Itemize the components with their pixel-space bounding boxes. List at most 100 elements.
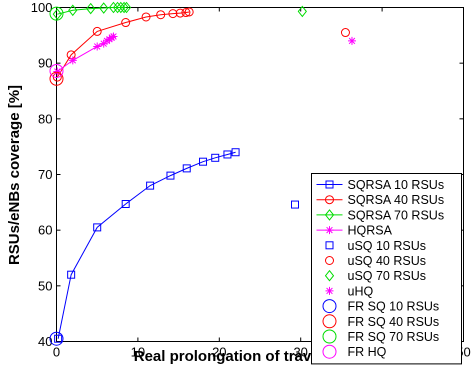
data-point xyxy=(166,171,175,180)
data-point xyxy=(325,241,334,250)
data-point xyxy=(54,334,63,343)
x-tick-label: 0 xyxy=(53,345,60,360)
data-point xyxy=(223,150,232,159)
data-point xyxy=(108,1,119,14)
data-point xyxy=(52,8,62,20)
legend-item: SQRSA 70 RSUs xyxy=(316,208,445,222)
data-point xyxy=(184,7,194,17)
x-tick-label: 10 xyxy=(131,345,145,360)
legend-box xyxy=(311,173,462,365)
y-tick-label: 60 xyxy=(38,223,52,238)
legend-item: uSQ 40 RSUs xyxy=(325,254,426,268)
series-3 xyxy=(53,32,118,76)
data-point xyxy=(322,314,337,329)
data-point xyxy=(325,286,334,295)
x-tick-label: 20 xyxy=(212,345,226,360)
legend-item: FR SQ 10 RSUs xyxy=(322,299,440,314)
legend-label: SQRSA 70 RSUs xyxy=(348,208,445,222)
legend-item: SQRSA 40 RSUs xyxy=(316,193,445,207)
data-point xyxy=(99,39,108,48)
data-point xyxy=(102,36,111,45)
data-point xyxy=(182,164,191,173)
data-point xyxy=(231,148,240,157)
legend-item: uHQ xyxy=(325,284,374,298)
series-9 xyxy=(49,71,64,86)
data-point xyxy=(347,36,356,45)
series-line xyxy=(57,151,236,339)
legend-label: SQRSA 40 RSUs xyxy=(348,193,445,207)
data-point xyxy=(105,35,114,44)
legend-item: HQRSA xyxy=(316,224,393,238)
data-point xyxy=(324,209,335,221)
x-tick-label: 30 xyxy=(293,345,307,360)
y-tick-label: 40 xyxy=(38,334,52,349)
legend-label: FR SQ 40 RSUs xyxy=(348,315,440,329)
legend-item: SQRSA 10 RSUs xyxy=(316,178,444,192)
data-point xyxy=(181,8,191,18)
data-point xyxy=(322,344,337,359)
legend-label: FR HQ xyxy=(348,345,387,359)
data-point xyxy=(146,181,155,190)
data-point xyxy=(119,1,129,14)
data-point xyxy=(325,180,334,189)
data-point xyxy=(93,42,102,51)
series-layer xyxy=(49,1,356,346)
data-point xyxy=(141,12,151,22)
data-point xyxy=(297,5,307,18)
data-point xyxy=(112,1,123,14)
data-point xyxy=(109,32,118,41)
legend-item: uSQ 10 RSUs xyxy=(325,239,426,253)
series-8 xyxy=(49,331,64,346)
data-point xyxy=(121,1,132,14)
y-tick-label: 100 xyxy=(31,0,53,15)
legend-item: FR SQ 70 RSUs xyxy=(322,329,440,344)
series-line xyxy=(56,11,190,78)
data-point xyxy=(322,299,337,314)
legend-label: FR SQ 10 RSUs xyxy=(348,300,440,314)
y-tick-label: 80 xyxy=(38,111,52,126)
series-5 xyxy=(340,28,350,38)
data-point xyxy=(49,63,64,78)
data-point xyxy=(211,153,220,162)
data-point xyxy=(121,18,131,28)
series-6 xyxy=(297,5,307,18)
data-point xyxy=(49,71,64,86)
legend-item: FR SQ 40 RSUs xyxy=(322,314,440,329)
legend-item: uSQ 70 RSUs xyxy=(324,269,427,283)
data-point xyxy=(168,9,178,19)
y-tick-label: 70 xyxy=(38,167,52,182)
data-point xyxy=(68,56,77,65)
y-axis-label: RSUs/eNBs coverage [%] xyxy=(6,85,23,265)
data-point xyxy=(340,28,350,38)
data-point xyxy=(325,226,334,235)
data-point xyxy=(93,223,102,232)
data-point xyxy=(92,26,102,36)
data-point xyxy=(49,6,64,21)
data-point xyxy=(175,8,185,18)
legend-label: FR SQ 70 RSUs xyxy=(348,330,440,344)
legend-label: uHQ xyxy=(348,284,374,298)
data-point xyxy=(291,200,300,209)
data-point xyxy=(68,4,78,17)
data-point xyxy=(67,270,76,279)
data-point xyxy=(121,200,130,209)
y-tick-label: 90 xyxy=(38,56,52,71)
data-point xyxy=(324,269,335,282)
data-point xyxy=(86,2,96,15)
data-point xyxy=(322,329,337,344)
data-point xyxy=(199,157,208,166)
data-point xyxy=(49,331,64,346)
legend-label: uSQ 70 RSUs xyxy=(348,269,427,283)
series-10 xyxy=(49,6,64,21)
data-point xyxy=(99,2,109,14)
data-point xyxy=(156,10,166,20)
series-0 xyxy=(54,148,240,343)
series-11 xyxy=(49,63,64,78)
legend-item: FR HQ xyxy=(322,344,387,359)
series-7 xyxy=(347,36,356,45)
series-4 xyxy=(291,200,300,209)
data-point xyxy=(325,256,334,265)
series-2 xyxy=(52,1,132,20)
